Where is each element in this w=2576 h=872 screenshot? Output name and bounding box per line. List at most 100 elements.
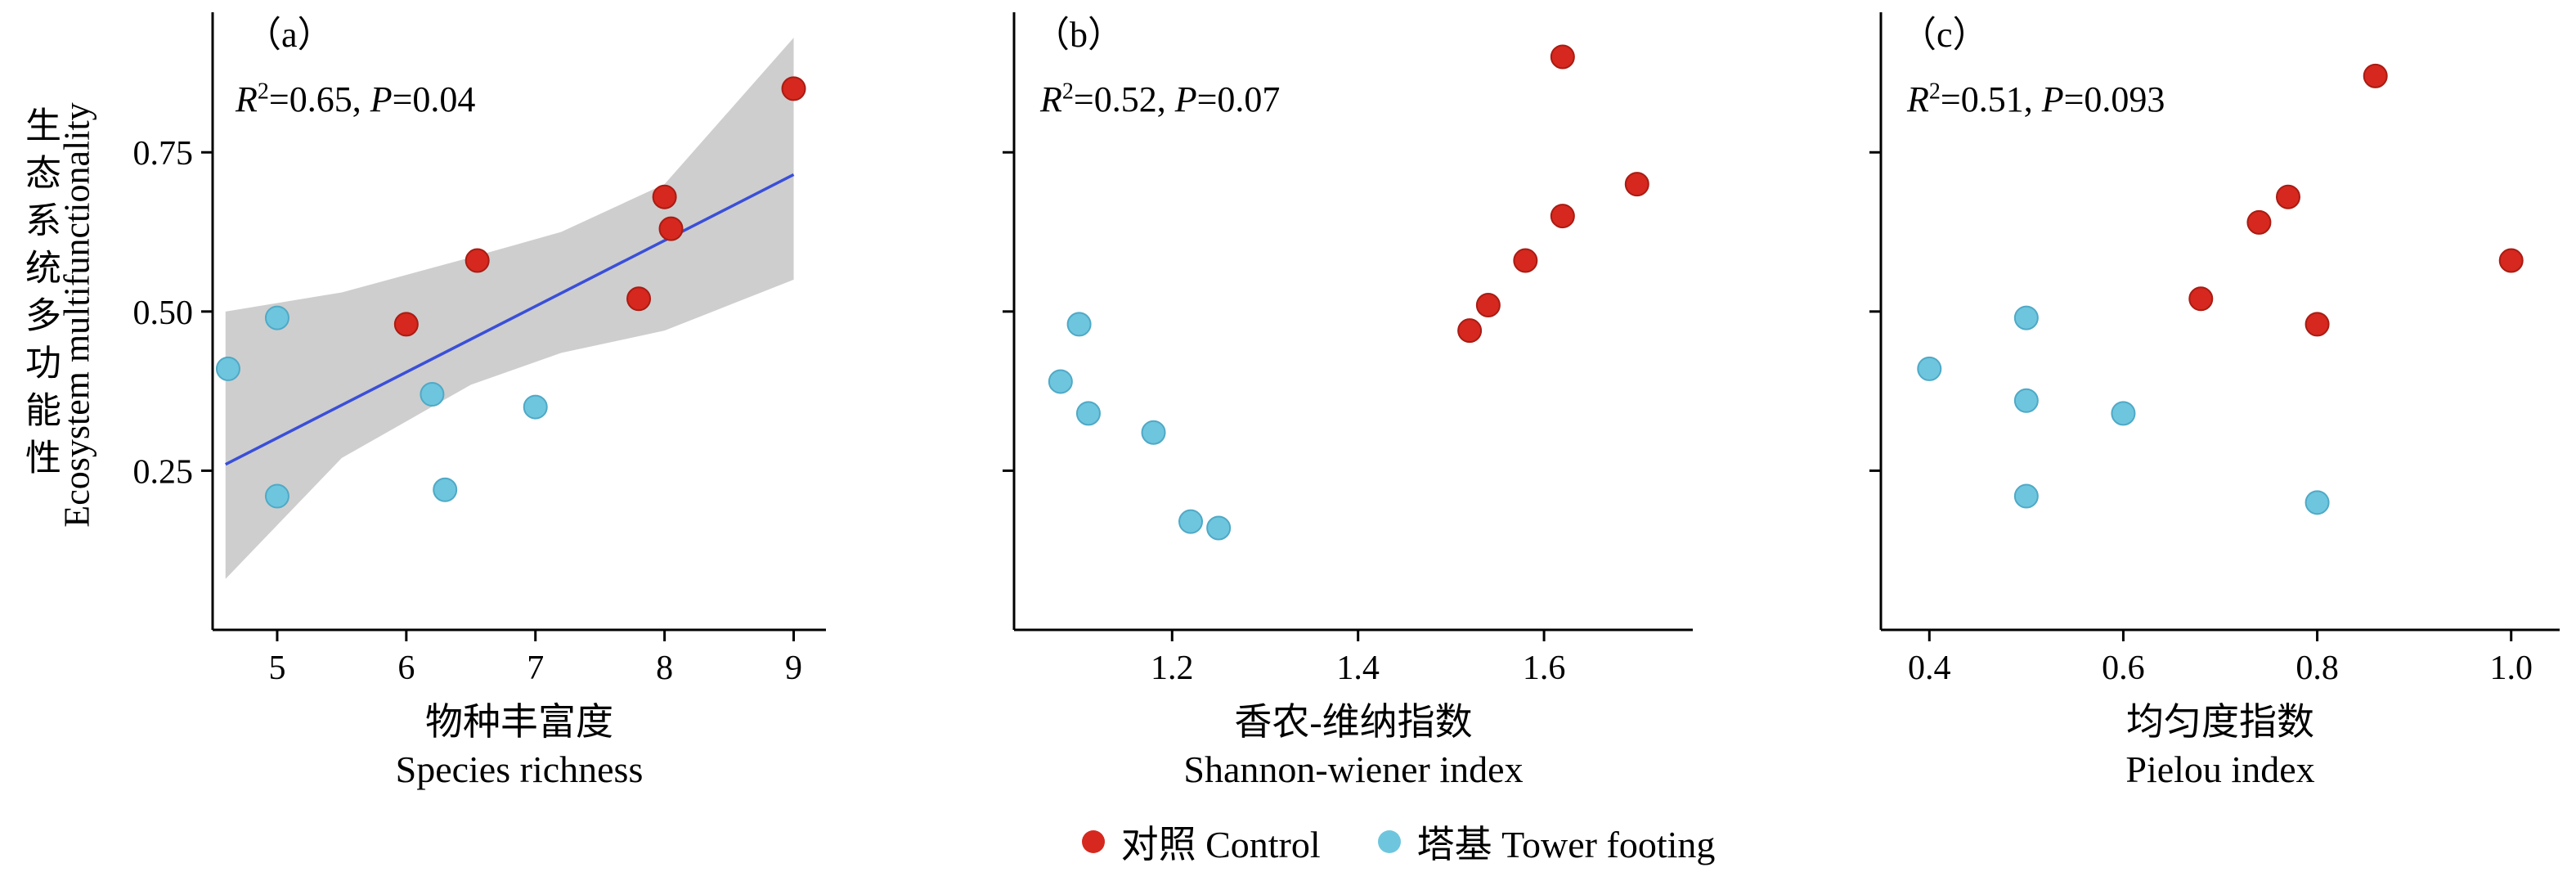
stat-r-label: R xyxy=(1907,79,1929,119)
data-point-tower xyxy=(1075,401,1101,426)
stat-p-label: P xyxy=(370,79,393,119)
data-point-tower xyxy=(420,382,445,407)
panels-row: 5 6 7 8 9 0.25 0.50 0.75 （a） R2=0.65, P=0.04 物种… xyxy=(114,0,2568,793)
x-tick-label: 8 xyxy=(656,650,673,687)
panel-c-xaxis-title-en: Pielou index xyxy=(2125,748,2315,790)
data-point-tower xyxy=(433,477,458,502)
x-tick-label: 5 xyxy=(268,650,285,687)
panel-b-xaxis-title-zh: 香农-维纳指数 xyxy=(1234,701,1473,743)
panel-c-xaxis-title-zh: 均匀度指数 xyxy=(2126,701,2314,743)
panel-c-letter: （c） xyxy=(1901,15,1989,55)
data-point-tower xyxy=(2013,483,2039,509)
data-point-tower xyxy=(264,483,289,509)
data-point-tower xyxy=(2013,305,2039,330)
panel-a-plot-area: 5 6 7 8 9 0.25 0.50 0.75 （a） R2=0.65, P=0.04 xyxy=(114,0,834,695)
data-point-tower xyxy=(1206,515,1232,541)
data-point-control xyxy=(626,286,652,312)
panel-c-plot-area: 0.4 0.6 0.8 1.0 （c） R2=0.51, P=0.093 xyxy=(1848,0,2568,695)
data-point-tower xyxy=(1917,356,1942,381)
data-point-control xyxy=(1513,248,1538,273)
data-point-tower xyxy=(523,394,548,420)
data-point-tower xyxy=(1141,420,1166,445)
y-axis-label-zh: 生态系统多功能性 xyxy=(20,106,60,486)
panel-c-xaxis-title: 均匀度指数 Pielou index xyxy=(1848,699,2568,793)
data-point-control xyxy=(1475,293,1501,318)
panel-a-xaxis-title: 物种丰富度 Species richness xyxy=(114,699,834,793)
confidence-band xyxy=(225,38,794,579)
data-point-tower xyxy=(1048,369,1073,394)
data-point-tower xyxy=(2111,401,2136,426)
data-point-tower xyxy=(1178,509,1204,534)
panel-a-plot: 5 6 7 8 9 0.25 0.50 0.75 xyxy=(133,12,826,687)
control-dot-icon xyxy=(1081,830,1105,853)
panel-b-plot-area: 1.2 1.4 1.6 （b） R2=0.52, P=0.07 xyxy=(981,0,1701,695)
data-point-control xyxy=(2188,286,2214,312)
y-axis-label-en: Ecosystem multifunctionality xyxy=(56,102,97,528)
data-point-control xyxy=(2276,184,2300,209)
x-tick-label: 1.6 xyxy=(1523,650,1566,687)
panel-a: 5 6 7 8 9 0.25 0.50 0.75 （a） R2=0.65, P=0.04 物种… xyxy=(114,0,834,793)
data-point-control xyxy=(2246,209,2272,235)
panel-a-stats: R2=0.65, P=0.04 xyxy=(236,79,475,120)
x-tick-label: 1.0 xyxy=(2489,650,2533,687)
panel-b: 1.2 1.4 1.6 （b） R2=0.52, P=0.07 香农-维纳指数 Sh… xyxy=(981,0,1701,793)
panel-b-plot: 1.2 1.4 1.6 xyxy=(1003,12,1693,687)
data-point-control xyxy=(2363,63,2388,88)
panel-b-xaxis-title: 香农-维纳指数 Shannon-wiener index xyxy=(981,699,1701,793)
stat-r-sup: 2 xyxy=(1928,79,1941,105)
panel-a-xaxis-title-zh: 物种丰富度 xyxy=(425,701,613,743)
data-point-control xyxy=(464,248,490,273)
regression-line xyxy=(224,173,795,466)
data-point-tower xyxy=(215,356,240,381)
stat-p-value: =0.04 xyxy=(392,79,476,119)
x-tick-label: 0.8 xyxy=(2296,650,2339,687)
panel-c-stats: R2=0.51, P=0.093 xyxy=(1907,79,2165,120)
x-tick-label: 6 xyxy=(397,650,415,687)
data-point-control xyxy=(652,184,677,209)
x-tick-label: 0.4 xyxy=(1908,650,1951,687)
data-point-tower xyxy=(264,305,289,330)
stat-p-label: P xyxy=(1174,79,1197,119)
panel-b-xaxis-title-en: Shannon-wiener index xyxy=(1183,748,1524,790)
y-tick-label: 0.50 xyxy=(133,294,194,332)
data-point-tower xyxy=(2013,388,2039,413)
stat-r-value: =0.51, xyxy=(1940,79,2042,119)
y-tick-label: 0.75 xyxy=(133,135,194,173)
legend-label-tower-footing: 塔基 Tower footing xyxy=(1416,824,1716,865)
stat-r-label: R xyxy=(1040,79,1062,119)
legend-label-control: 对照 Control xyxy=(1120,824,1321,865)
data-point-tower xyxy=(1066,312,1092,337)
data-point-control xyxy=(2498,248,2524,273)
stat-p-value: =0.07 xyxy=(1196,79,1281,119)
legend-item-control: 对照 Control xyxy=(1081,815,1321,869)
data-point-control xyxy=(781,76,806,101)
stat-r-label: R xyxy=(236,79,258,119)
panel-b-letter: （b） xyxy=(1034,15,1124,55)
stat-r-sup: 2 xyxy=(1061,79,1074,105)
stat-r-sup: 2 xyxy=(257,79,269,105)
stat-p-value: =0.093 xyxy=(2063,79,2165,119)
data-point-control xyxy=(393,312,419,337)
data-point-control xyxy=(1550,204,1575,229)
panel-a-xaxis-title-en: Species richness xyxy=(395,748,644,790)
x-tick-label: 9 xyxy=(785,650,802,687)
x-tick-label: 0.6 xyxy=(2102,650,2145,687)
data-point-control xyxy=(1624,172,1649,197)
data-point-control xyxy=(2304,312,2330,337)
x-tick-label: 1.2 xyxy=(1151,650,1194,687)
x-tick-label: 1.4 xyxy=(1336,650,1380,687)
panel-a-letter: （a） xyxy=(245,15,334,55)
stat-p-label: P xyxy=(2041,79,2064,119)
panel-c-plot: 0.4 0.6 0.8 1.0 xyxy=(1869,12,2560,687)
data-point-control xyxy=(1550,44,1575,70)
panel-b-stats: R2=0.52, P=0.07 xyxy=(1040,79,1280,120)
legend: 对照 Control 塔基 Tower footing xyxy=(0,815,2576,869)
stat-r-value: =0.65, xyxy=(268,79,370,119)
data-point-tower xyxy=(2304,490,2330,515)
y-tick-label: 0.25 xyxy=(133,453,194,491)
panel-c: 0.4 0.6 0.8 1.0 （c） R2=0.51, P=0.093 均匀度指数 … xyxy=(1848,0,2568,793)
tower-footing-dot-icon xyxy=(1377,830,1401,853)
x-tick-label: 7 xyxy=(527,650,544,687)
data-point-control xyxy=(658,216,684,241)
